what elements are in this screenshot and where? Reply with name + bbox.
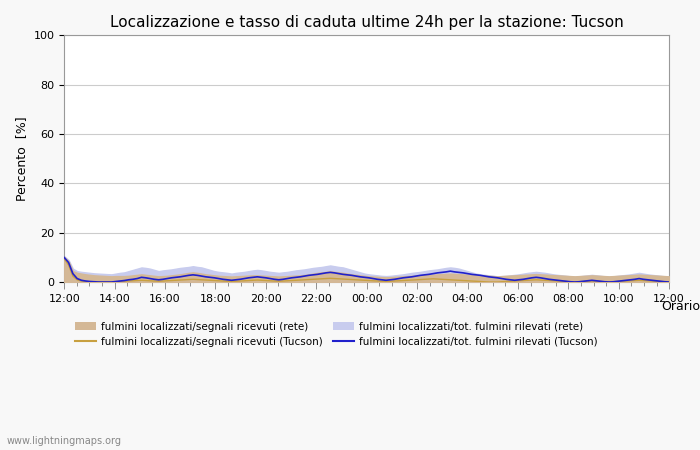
Legend: fulmini localizzati/segnali ricevuti (rete), fulmini localizzati/segnali ricevut: fulmini localizzati/segnali ricevuti (re… — [71, 318, 602, 351]
Text: www.lightningmaps.org: www.lightningmaps.org — [7, 436, 122, 446]
Title: Localizzazione e tasso di caduta ultime 24h per la stazione: Tucson: Localizzazione e tasso di caduta ultime … — [110, 15, 624, 30]
X-axis label: Orario: Orario — [662, 300, 700, 313]
Y-axis label: Percento  [%]: Percento [%] — [15, 117, 28, 201]
